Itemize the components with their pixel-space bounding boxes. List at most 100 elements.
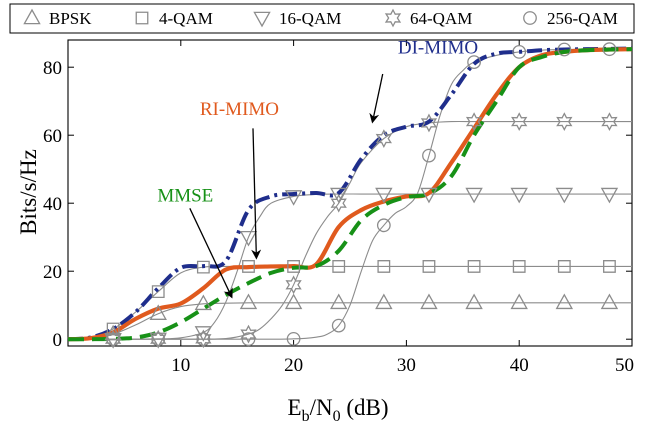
legend-marker-triangle-up — [23, 8, 41, 25]
data-point-bpsk — [149, 304, 167, 320]
x-axis-title-base: E — [288, 395, 302, 420]
annotation-arrow-di-mimo — [369, 73, 384, 124]
data-point-256-qam — [422, 148, 436, 163]
plot-area: 0 20 40 60 80 10 20 30 40 50 — [43, 39, 634, 376]
x-tick-label: 20 — [284, 355, 303, 376]
legend-label: 256-QAM — [547, 9, 618, 28]
data-point-64-qam — [240, 324, 257, 344]
x-axis-title-unit: (dB) — [341, 395, 389, 420]
x-axis-title-slash: /N — [310, 395, 333, 420]
legend-marker-square — [135, 11, 149, 25]
y-tick-label: 0 — [53, 330, 63, 351]
data-point-bpsk — [510, 293, 528, 310]
annotations: DI-MIMO RI-MIMO MMSE — [157, 38, 478, 299]
data-point-4-qam — [196, 260, 210, 274]
data-point-bpsk — [284, 293, 303, 310]
data-point-256-qam — [286, 331, 301, 346]
legend-item-256-qam: 256-QAM — [523, 9, 618, 28]
legend: BPSK 4-QAM 16-QAM 64-QAM 256-QAM — [23, 8, 618, 28]
data-point-256-qam — [467, 55, 481, 69]
x-tick-label: 10 — [171, 355, 190, 376]
data-point-16-qam — [284, 190, 303, 206]
legend-marker-hexagram — [384, 8, 402, 28]
data-point-4-qam — [512, 260, 526, 273]
data-point-64-qam — [195, 329, 212, 349]
data-point-64-qam — [104, 329, 122, 349]
data-point-64-qam — [285, 275, 302, 295]
y-tick-label: 20 — [43, 262, 62, 283]
data-point-4-qam — [377, 260, 391, 273]
series-line-64-qam — [67, 120, 632, 340]
legend-item-16-qam: 16-QAM — [253, 9, 341, 28]
data-point-4-qam — [557, 260, 571, 273]
series-line-bpsk — [67, 302, 632, 340]
data-point-256-qam — [106, 332, 121, 347]
data-point-bpsk — [330, 293, 348, 310]
x-tick-label: 40 — [510, 355, 529, 376]
data-point-64-qam — [375, 129, 392, 148]
data-point-16-qam — [600, 187, 619, 204]
legend-label: BPSK — [49, 9, 92, 28]
data-point-64-qam — [465, 112, 483, 131]
data-point-64-qam — [330, 193, 347, 213]
data-point-16-qam — [239, 230, 258, 247]
annotation-mmse: MMSE — [157, 186, 213, 207]
data-point-256-qam — [557, 42, 572, 57]
data-point-bpsk — [600, 293, 619, 310]
legend-label: 64-QAM — [410, 9, 472, 28]
legend-label: 4-QAM — [159, 9, 213, 28]
data-point-bpsk — [104, 324, 122, 341]
series-line-mmse — [67, 47, 633, 342]
data-point-64-qam — [511, 112, 528, 131]
x-axis-title-sub2: 0 — [333, 408, 341, 425]
legend-box — [9, 3, 635, 34]
series-line-4-qam — [67, 265, 632, 340]
data-point-4-qam — [242, 260, 255, 273]
legend-item-4-qam: 4-QAM — [135, 9, 213, 28]
legend-marker-circle — [523, 11, 537, 25]
data-point-16-qam — [465, 187, 483, 204]
annotation-arrow-ri-mimo — [251, 128, 262, 260]
data-point-16-qam — [375, 187, 393, 204]
data-point-64-qam — [420, 113, 438, 133]
legend-marker-triangle-down — [253, 11, 271, 28]
data-point-256-qam — [512, 45, 527, 59]
data-point-256-qam — [196, 332, 211, 347]
markers — [104, 42, 619, 349]
data-point-4-qam — [332, 260, 346, 273]
data-point-4-qam — [287, 260, 301, 273]
legend-label: 16-QAM — [279, 9, 341, 28]
data-point-bpsk — [194, 294, 213, 311]
data-point-bpsk — [555, 293, 574, 310]
data-point-bpsk — [465, 293, 483, 310]
series-line-di-mimo — [67, 46, 633, 342]
y-tick-label: 60 — [43, 126, 62, 147]
data-point-16-qam — [510, 187, 528, 204]
y-tick-label: 80 — [43, 58, 62, 79]
x-axis-title: Eb/N0 (dB) — [288, 395, 389, 425]
data-point-256-qam — [376, 218, 391, 233]
annotation-ri-mimo: RI-MIMO — [200, 99, 279, 120]
x-tick-label: 50 — [615, 355, 634, 376]
data-point-256-qam — [331, 318, 346, 333]
data-point-bpsk — [375, 293, 393, 310]
data-point-64-qam — [150, 329, 167, 349]
annotation-di-mimo: DI-MIMO — [398, 38, 478, 59]
data-point-256-qam — [602, 42, 617, 57]
data-point-4-qam — [151, 285, 165, 299]
data-point-4-qam — [422, 260, 436, 273]
plot-frame — [67, 39, 633, 347]
data-point-256-qam — [241, 332, 256, 347]
data-point-16-qam — [420, 187, 438, 204]
x-tick-label: 30 — [397, 355, 416, 376]
y-tick-label: 40 — [43, 194, 62, 215]
data-point-bpsk — [239, 293, 258, 310]
annotation-arrow-mmse — [189, 208, 233, 299]
data-point-4-qam — [603, 260, 616, 273]
data-point-16-qam — [330, 187, 348, 204]
legend-item-bpsk: BPSK — [23, 8, 92, 28]
data-point-64-qam — [601, 112, 618, 131]
x-axis-title-sub1: b — [302, 408, 310, 425]
data-point-64-qam — [556, 112, 573, 131]
